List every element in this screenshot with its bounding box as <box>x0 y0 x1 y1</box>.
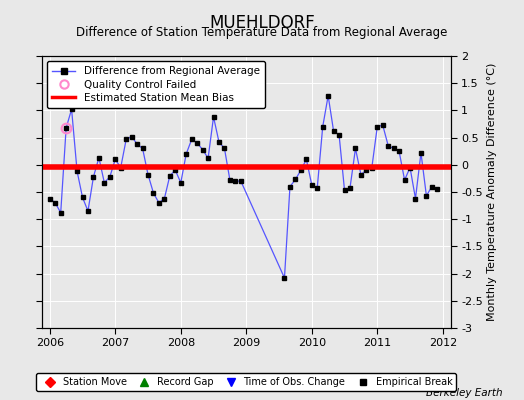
Y-axis label: Monthly Temperature Anomaly Difference (°C): Monthly Temperature Anomaly Difference (… <box>487 63 497 321</box>
Text: Difference of Station Temperature Data from Regional Average: Difference of Station Temperature Data f… <box>77 26 447 39</box>
Legend: Difference from Regional Average, Quality Control Failed, Estimated Station Mean: Difference from Regional Average, Qualit… <box>47 61 265 108</box>
Legend: Station Move, Record Gap, Time of Obs. Change, Empirical Break: Station Move, Record Gap, Time of Obs. C… <box>36 373 456 391</box>
Text: Berkeley Earth: Berkeley Earth <box>427 388 503 398</box>
Text: MUEHLDORF: MUEHLDORF <box>209 14 315 32</box>
